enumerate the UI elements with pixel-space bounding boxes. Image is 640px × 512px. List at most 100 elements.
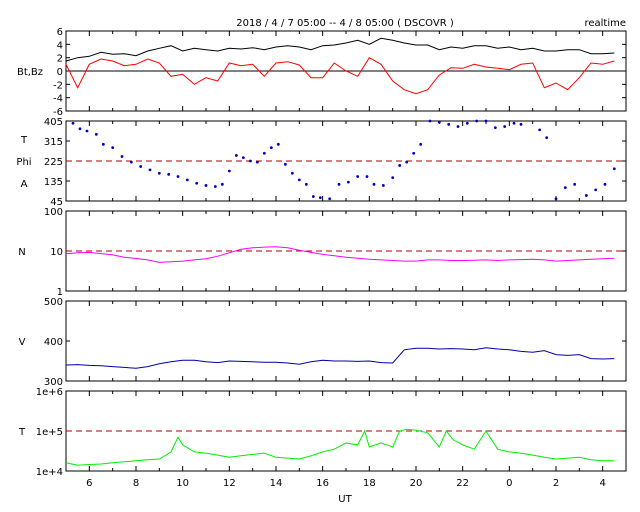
data-point-phi: [311, 195, 315, 198]
x-tick-label: 20: [410, 478, 423, 489]
data-point-phi: [437, 120, 441, 124]
x-tick-label: 12: [223, 478, 236, 489]
data-point-phi: [573, 182, 577, 186]
y-tick-label: 45: [50, 197, 63, 208]
data-point-phi: [337, 182, 341, 186]
y-axis-label: Phi: [16, 157, 31, 168]
data-point-phi: [493, 126, 497, 130]
data-point-phi: [304, 182, 308, 186]
data-point-phi: [139, 165, 143, 168]
y-tick-label: -4: [53, 94, 63, 105]
data-point-phi: [111, 146, 115, 150]
y-tick-label: 405: [44, 117, 63, 128]
data-point-phi: [176, 175, 180, 178]
data-point-phi: [262, 151, 266, 155]
data-point-phi: [297, 178, 301, 182]
data-point-phi: [538, 128, 542, 132]
x-tick-label: 2: [553, 478, 559, 489]
chart-title: 2018 / 4 / 7 05:00 -- 4 / 8 05:00 ( DSCO…: [236, 18, 454, 29]
data-point-phi: [381, 184, 385, 187]
data-point-phi: [220, 182, 224, 186]
data-point-phi: [554, 197, 558, 201]
data-point-phi: [603, 182, 607, 186]
y-tick-label: 500: [44, 297, 63, 308]
data-point-phi: [213, 185, 217, 188]
data-point-phi: [465, 121, 469, 125]
y-tick-label: 100: [44, 207, 63, 218]
y-tick-label: 400: [44, 337, 63, 348]
y-axis-label: V: [19, 337, 26, 348]
data-point-phi: [78, 127, 82, 131]
data-point-phi: [545, 136, 549, 140]
data-point-phi: [248, 159, 252, 163]
data-point-phi: [276, 142, 280, 146]
data-point-phi: [584, 194, 588, 197]
y-tick-label: 1: [57, 287, 63, 298]
data-point-phi: [129, 160, 133, 164]
x-tick-label: 16: [316, 478, 329, 489]
y-tick-label: 0: [57, 67, 63, 78]
data-point-phi: [503, 125, 507, 128]
x-tick-label: 0: [506, 478, 512, 489]
x-axis-label: UT: [338, 494, 352, 505]
data-point-phi: [167, 172, 171, 176]
y-tick-label: 1e+6: [36, 387, 63, 398]
data-point-phi: [512, 121, 516, 125]
y-tick-label: 315: [44, 137, 63, 148]
data-point-phi: [94, 132, 98, 136]
y-tick-label: 300: [44, 377, 63, 388]
data-point-phi: [101, 142, 105, 146]
panel-frame: [65, 300, 627, 382]
y-axis-label: T: [18, 427, 26, 438]
data-point-phi: [563, 186, 567, 190]
data-point-phi: [71, 121, 75, 125]
data-point-phi: [195, 181, 199, 185]
data-point-phi: [318, 196, 322, 200]
data-point-phi: [456, 125, 460, 128]
data-point-phi: [148, 168, 152, 172]
data-point-phi: [346, 180, 350, 184]
x-tick-label: 22: [456, 478, 469, 489]
data-point-phi: [290, 171, 294, 175]
series-line-n: [65, 246, 615, 263]
y-tick-label: 4: [57, 40, 63, 51]
data-point-phi: [398, 164, 402, 167]
series-line-bt: [65, 37, 615, 62]
data-point-phi: [227, 169, 231, 173]
data-point-phi: [269, 146, 273, 150]
panel-density: 100 10 1 N: [18, 207, 627, 298]
panel-phi-angle: 405 315 225 135 45 T Phi A: [16, 117, 627, 208]
panel-magnetic-field: 6 4 2 0 -2 -4 -6 Bt,Bz: [17, 27, 627, 118]
data-point-phi: [372, 182, 376, 186]
y-tick-label: -6: [53, 107, 63, 118]
realtime-label: realtime: [584, 18, 626, 29]
y-tick-label: 1e+5: [36, 427, 63, 438]
x-tick-label: 8: [133, 478, 139, 489]
data-point-phi: [283, 162, 287, 166]
data-point-phi: [391, 176, 395, 180]
x-tick-label: 10: [176, 478, 189, 489]
y-tick-label: -2: [53, 80, 63, 91]
x-tick-label: 6: [86, 478, 92, 489]
data-point-phi: [428, 119, 432, 123]
data-point-phi: [120, 155, 124, 158]
data-point-phi: [412, 151, 416, 155]
y-axis-label: A: [21, 179, 28, 190]
data-point-phi: [241, 156, 245, 160]
series-line-v: [65, 347, 615, 369]
data-point-phi: [328, 197, 332, 201]
data-point-phi: [484, 119, 488, 123]
x-tick-label: 14: [270, 478, 283, 489]
y-tick-label: 135: [44, 177, 63, 188]
data-point-phi: [447, 122, 451, 126]
data-point-phi: [185, 178, 189, 182]
data-point-phi: [204, 184, 208, 187]
data-point-phi: [405, 160, 409, 164]
y-axis-label: Bt,Bz: [17, 67, 43, 78]
x-tick-label: 18: [363, 478, 376, 489]
data-point-phi: [85, 129, 89, 133]
y-axis-label: T: [20, 135, 28, 146]
data-point-phi: [475, 119, 479, 123]
data-point-phi: [157, 171, 161, 175]
